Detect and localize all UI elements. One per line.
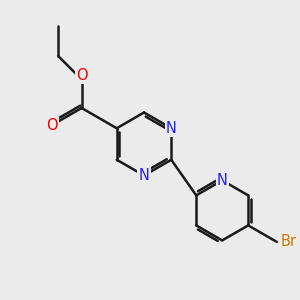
Text: O: O — [46, 118, 57, 133]
Text: N: N — [166, 121, 177, 136]
Text: N: N — [139, 168, 149, 183]
Text: O: O — [76, 68, 88, 82]
Text: N: N — [217, 173, 228, 188]
Text: Br: Br — [280, 234, 296, 249]
